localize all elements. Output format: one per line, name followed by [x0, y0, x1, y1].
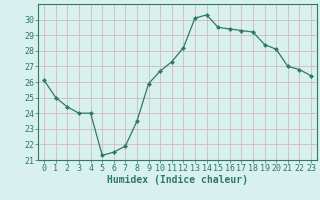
X-axis label: Humidex (Indice chaleur): Humidex (Indice chaleur) [107, 175, 248, 185]
